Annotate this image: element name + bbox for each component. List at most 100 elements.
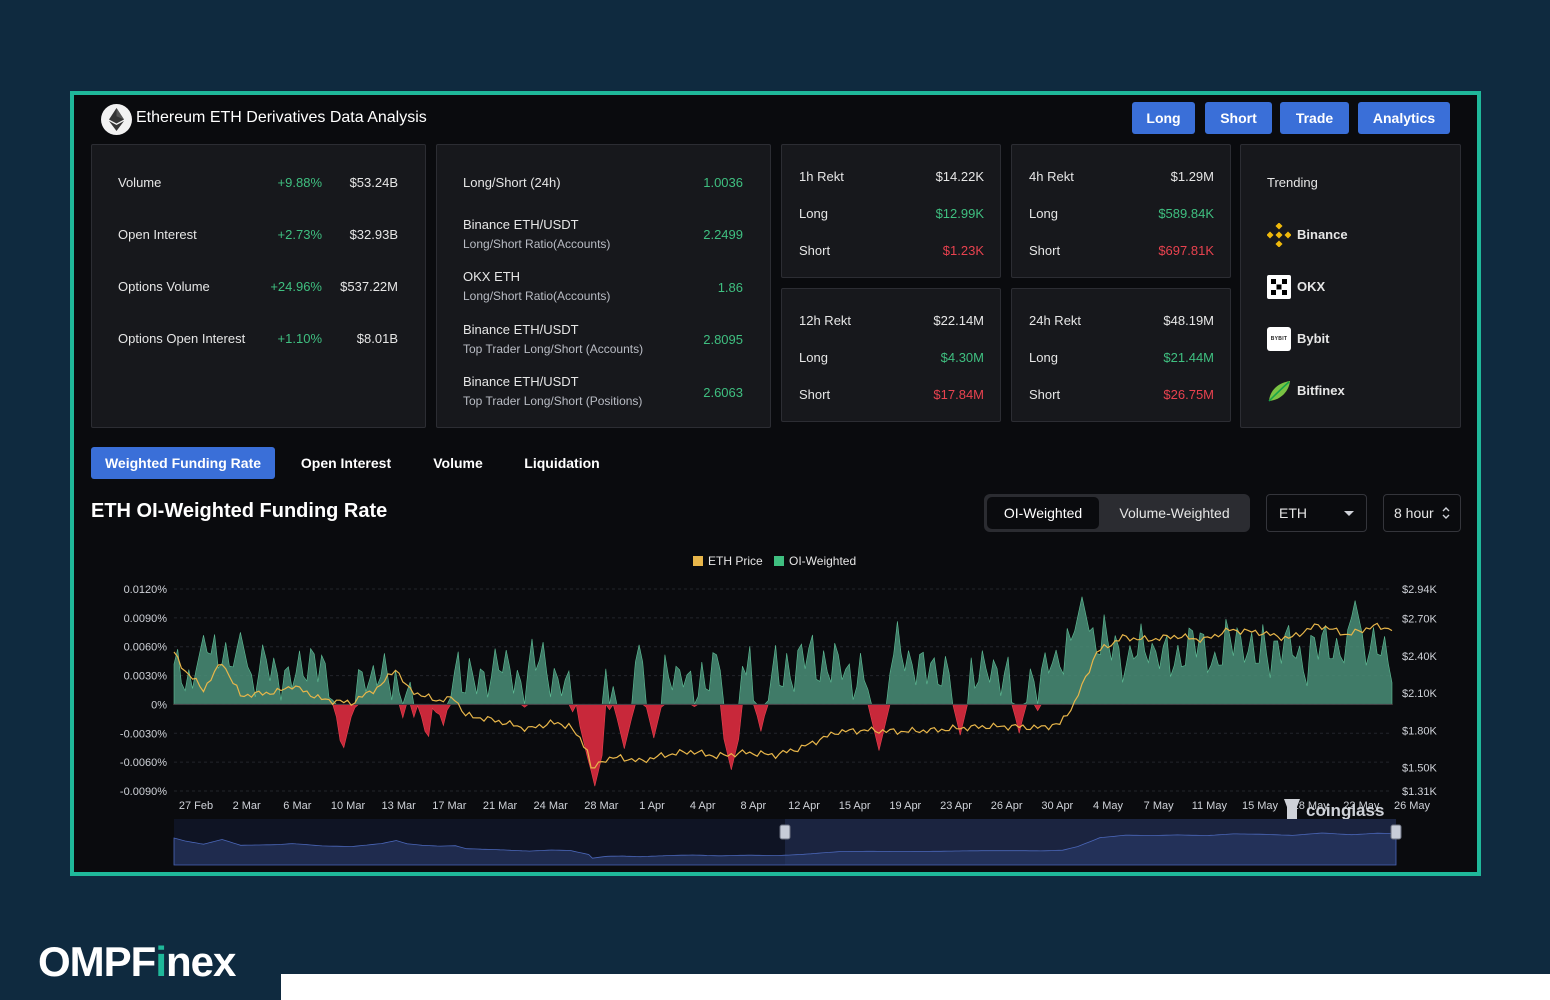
ratio-value: 1.0036 <box>703 175 743 190</box>
x-tick: 19 Apr <box>889 800 921 812</box>
navigator-series <box>173 832 1397 866</box>
ratio-sublabel: Top Trader Long/Short (Positions) <box>463 394 643 408</box>
tab-volume[interactable]: Volume <box>433 455 483 471</box>
y-right-tick: $1.80K <box>1402 725 1438 737</box>
rekt-long-value: $21.44M <box>1163 350 1214 365</box>
range-navigator[interactable] <box>173 819 1402 866</box>
rekt-short-value: $697.81K <box>1158 243 1214 258</box>
x-tick: 21 Mar <box>483 800 518 812</box>
trade-button[interactable]: Trade <box>1280 102 1349 134</box>
overview-label: Options Volume <box>118 279 210 294</box>
legend-label-oi[interactable]: OI-Weighted <box>789 554 856 568</box>
long-button[interactable]: Long <box>1132 102 1195 134</box>
rekt-short-value: $26.75M <box>1163 387 1214 402</box>
rekt-short-label: Short <box>1029 243 1061 258</box>
ratio-label: Binance ETH/USDT <box>463 374 579 389</box>
ratio-value: 2.6063 <box>703 385 743 400</box>
interval-select[interactable]: 8 hour <box>1383 494 1461 532</box>
legend-swatch-oi <box>774 556 784 566</box>
chart-title: ETH OI-Weighted Funding Rate <box>91 500 388 522</box>
legend-label-price[interactable]: ETH Price <box>708 554 763 568</box>
footer-bar <box>281 974 1550 1000</box>
overview-value: $537.22M <box>340 279 398 294</box>
x-tick: 6 Mar <box>283 800 311 812</box>
x-tick: 12 Apr <box>788 800 820 812</box>
page-title: Ethereum ETH Derivatives Data Analysis <box>136 109 427 126</box>
trending-item-bitfinex[interactable]: Bitfinex <box>1267 379 1447 403</box>
y-left-tick: 0.0030% <box>124 671 168 683</box>
rekt-total: $22.14M <box>933 313 984 328</box>
rekt-card-24h: 24h Rekt $48.19M Long $21.44M Short $26.… <box>1011 288 1231 422</box>
trending-item-label: Binance <box>1297 227 1348 242</box>
y-left-tick: -0.0090% <box>120 786 167 798</box>
rekt-total: $14.22K <box>935 169 984 184</box>
bybit-logo-text: BYBIT <box>1270 336 1288 342</box>
overview-value: $8.01B <box>356 331 398 346</box>
x-tick: 15 May <box>1242 800 1279 812</box>
eth-price-line <box>173 622 1393 769</box>
rekt-long-label: Long <box>799 350 828 365</box>
rekt-title: 12h Rekt <box>799 313 852 328</box>
ratio-label: Long/Short (24h) <box>463 175 561 190</box>
tab-liquidation[interactable]: Liquidation <box>524 455 600 471</box>
trending-item-label: OKX <box>1297 279 1326 294</box>
volume-weighted-option[interactable]: Volume-Weighted <box>1119 505 1230 521</box>
rekt-total: $48.19M <box>1163 313 1214 328</box>
overview-change: +9.88% <box>277 175 322 190</box>
bybit-icon: BYBIT <box>1267 327 1291 351</box>
rekt-short-value: $1.23K <box>942 243 984 258</box>
caret-down-icon <box>1344 511 1354 516</box>
overview-value: $53.24B <box>349 175 398 190</box>
ratio-label: OKX ETH <box>463 269 521 284</box>
trending-card: Trending Binance <box>1240 144 1461 428</box>
trending-item-label: Bybit <box>1297 331 1330 346</box>
x-tick: 4 Apr <box>690 800 716 812</box>
rekt-short-value: $17.84M <box>933 387 984 402</box>
coinglass-watermark: coinglass <box>1284 799 1384 820</box>
x-tick: 23 Apr <box>940 800 972 812</box>
y-left-tick: 0.0120% <box>124 584 168 596</box>
navigator-handle-icon <box>779 824 791 840</box>
trending-item-okx[interactable]: OKX <box>1267 275 1447 299</box>
trending-item-bybit[interactable]: BYBIT Bybit <box>1267 327 1447 351</box>
weighting-toggle: OI-Weighted Volume-Weighted <box>984 494 1250 532</box>
x-tick: 17 Mar <box>432 800 467 812</box>
analytics-button[interactable]: Analytics <box>1358 102 1450 134</box>
ethereum-logo-icon <box>101 104 132 135</box>
short-button[interactable]: Short <box>1205 102 1272 134</box>
ratio-label: Binance ETH/USDT <box>463 217 579 232</box>
app-window: Ethereum ETH Derivatives Data Analysis L… <box>70 91 1481 876</box>
x-tick: 26 Apr <box>991 800 1023 812</box>
y-left-tick: 0.0060% <box>124 642 168 654</box>
rekt-long-value: $4.30M <box>940 350 984 365</box>
x-tick: 24 Mar <box>534 800 569 812</box>
x-tick: 15 Apr <box>839 800 871 812</box>
y-right-tick: $2.70K <box>1402 614 1438 626</box>
x-tick: 4 May <box>1093 800 1123 812</box>
overview-change: +24.96% <box>270 279 322 294</box>
oi-weighted-option[interactable]: OI-Weighted <box>987 497 1099 529</box>
x-tick: 26 May <box>1394 800 1431 812</box>
x-tick: 8 Apr <box>740 800 766 812</box>
rekt-long-label: Long <box>1029 350 1058 365</box>
tab-open-interest[interactable]: Open Interest <box>300 455 392 471</box>
overview-change: +1.10% <box>277 331 322 346</box>
symbol-select-value: ETH <box>1279 505 1307 521</box>
y-right-tick: $1.31K <box>1402 786 1438 798</box>
symbol-select[interactable]: ETH <box>1266 494 1367 532</box>
ratio-value: 2.8095 <box>703 332 743 347</box>
funding-rate-chart[interactable]: ETH Price OI-Weighted 0.0120% 0.0090% 0.00… <box>74 543 1477 873</box>
rekt-title: 4h Rekt <box>1029 169 1074 184</box>
x-tick: 18 May <box>1293 800 1330 812</box>
long-short-card: Long/Short (24h) 1.0036 Binance ETH/USDT… <box>436 144 771 428</box>
overview-value: $32.93B <box>349 227 398 242</box>
overview-card: Volume +9.88% $53.24B Open Interest +2.7… <box>91 144 426 428</box>
ratio-sublabel: Long/Short Ratio(Accounts) <box>463 237 611 251</box>
y-right-tick: $2.10K <box>1402 688 1438 700</box>
rekt-card-4h: 4h Rekt $1.29M Long $589.84K Short $697.… <box>1011 144 1231 278</box>
x-tick: 1 Apr <box>639 800 665 812</box>
rekt-short-label: Short <box>1029 387 1061 402</box>
overview-label: Options Open Interest <box>118 331 246 346</box>
trending-item-binance[interactable]: Binance <box>1267 223 1447 247</box>
tab-weighted-funding-rate[interactable]: Weighted Funding Rate <box>91 447 275 479</box>
